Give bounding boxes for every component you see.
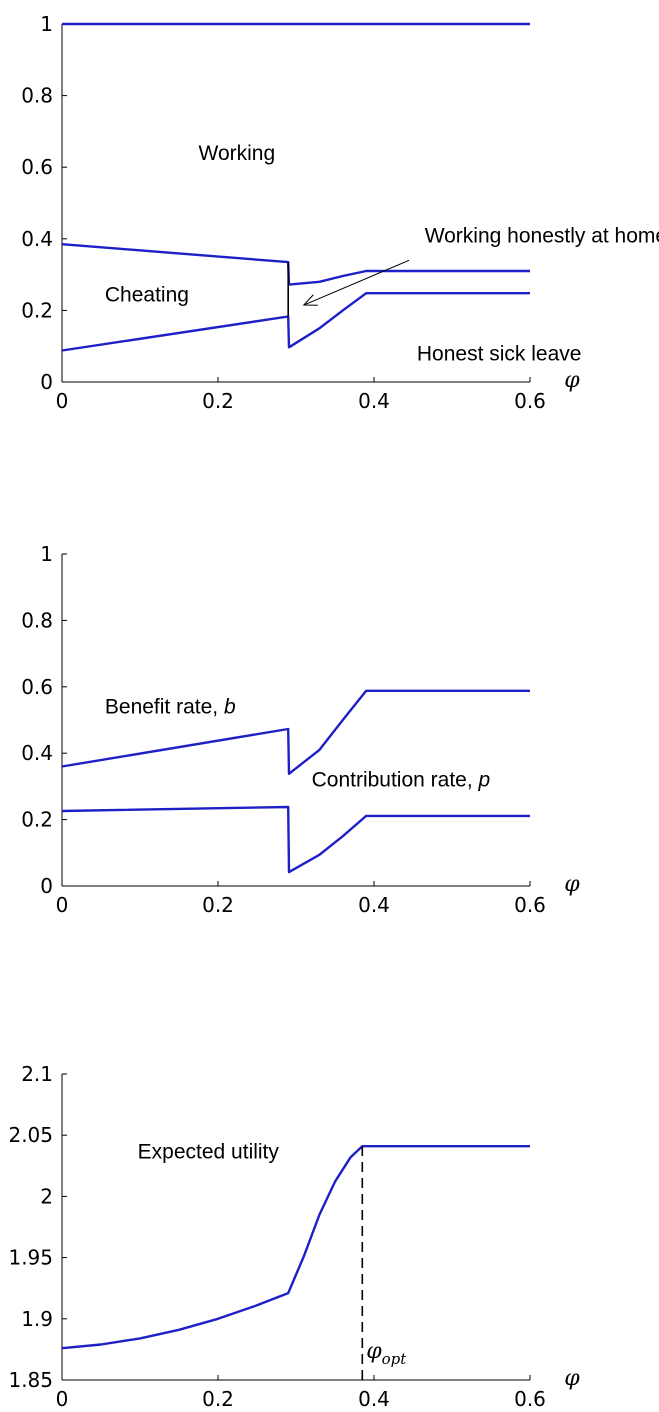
y-tick-label: 0.2 bbox=[21, 808, 53, 832]
annotation-text: Cheating bbox=[105, 283, 189, 306]
phi-opt-label: φopt bbox=[366, 1339, 407, 1368]
y-tick-label: 2 bbox=[40, 1184, 53, 1208]
y-tick-label: 0.4 bbox=[21, 741, 53, 765]
phi-opt-subscript: opt bbox=[382, 1350, 408, 1368]
x-tick-label: 0.4 bbox=[358, 893, 390, 917]
y-tick-label: 0.6 bbox=[21, 675, 53, 699]
y-tick-label: 2.1 bbox=[21, 1062, 53, 1086]
chart-panel-1: 0 0.2 0.4 0.6 0 0.2 0.4 0.6 0.8 1 φ Working Cheating… bbox=[21, 12, 659, 413]
annotation-arrow-shaft bbox=[303, 259, 410, 306]
x-tick-label: 0.6 bbox=[514, 389, 546, 413]
y-tick-label: 0 bbox=[40, 874, 53, 898]
x-tick-label: 0 bbox=[56, 1387, 69, 1411]
x-tick-label: 0.6 bbox=[514, 893, 546, 917]
annotation-text: Honest sick leave bbox=[417, 343, 582, 366]
series-line-2 bbox=[61, 805, 530, 874]
x-tick-label: 0.4 bbox=[358, 1387, 390, 1411]
x-axis-label: φ bbox=[564, 872, 580, 897]
x-tick-label: 0.4 bbox=[358, 389, 390, 413]
series-line-1 bbox=[61, 689, 530, 775]
chart-panel-2: 0 0.2 0.4 0.6 0 0.2 0.4 0.6 0.8 1 φ Benefit rate, b… bbox=[21, 542, 580, 917]
annotation-text: Benefit rate, b bbox=[105, 695, 236, 718]
y-tick-label: 0.8 bbox=[21, 84, 53, 108]
chart-panel-3: 0 0.2 0.4 0.6 1.85 1.9 1.95 2 2.05 2.1 φ Expected u… bbox=[8, 1062, 580, 1411]
y-tick-label: 0.2 bbox=[21, 298, 53, 322]
y-tick-label: 0.8 bbox=[21, 608, 53, 632]
annotation-italic: p bbox=[478, 768, 491, 791]
y-tick-label: 1 bbox=[40, 542, 53, 566]
x-tick-label: 0 bbox=[56, 893, 69, 917]
annotation-italic: b bbox=[224, 695, 236, 718]
series-line-2 bbox=[61, 243, 530, 286]
y-tick-label: 0.6 bbox=[21, 155, 53, 179]
x-axis-label: φ bbox=[564, 1366, 580, 1391]
annotation-text: Expected utility bbox=[138, 1140, 280, 1163]
y-tick-label: 1.95 bbox=[8, 1246, 53, 1270]
x-tick-label: 0.2 bbox=[202, 1387, 234, 1411]
annotation-arrow-head bbox=[302, 294, 318, 306]
y-tick-label: 1 bbox=[40, 12, 53, 36]
annotation-text: Working bbox=[199, 142, 276, 165]
annotation-text: Working honestly at home bbox=[425, 224, 659, 247]
x-tick-label: 0.2 bbox=[202, 389, 234, 413]
x-tick-label: 0 bbox=[56, 389, 69, 413]
y-tick-label: 1.85 bbox=[8, 1368, 53, 1392]
x-axis-label: φ bbox=[564, 368, 580, 393]
y-tick-label: 0.4 bbox=[21, 227, 53, 251]
y-tick-label: 0 bbox=[40, 370, 53, 394]
y-tick-label: 1.9 bbox=[21, 1307, 53, 1331]
series-line-1 bbox=[61, 1144, 530, 1350]
y-tick-label: 2.05 bbox=[8, 1123, 53, 1147]
annotation-text: Contribution rate, p bbox=[312, 768, 491, 791]
x-tick-label: 0.6 bbox=[514, 1387, 546, 1411]
x-tick-label: 0.2 bbox=[202, 893, 234, 917]
